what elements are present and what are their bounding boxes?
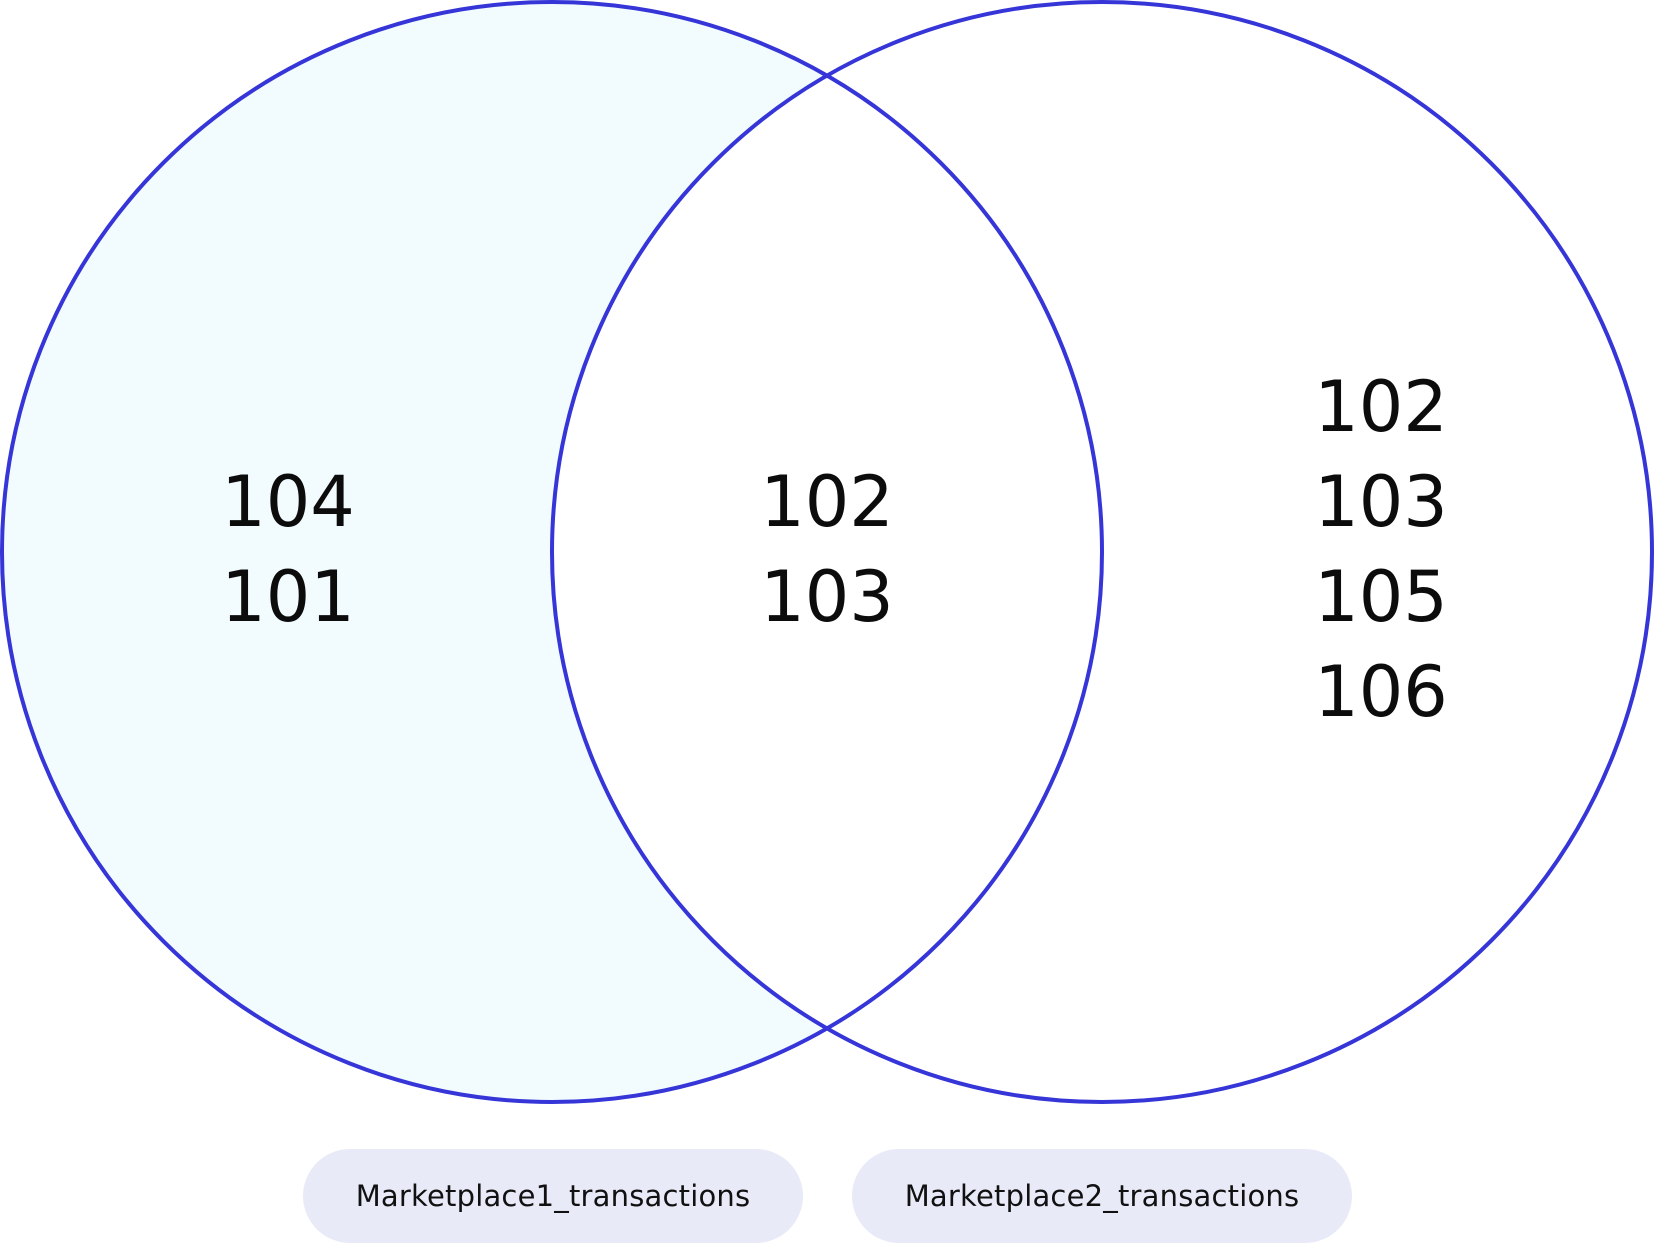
intersection-value: 102 [760, 461, 894, 543]
set-b-label: Marketplace2_transactions [852, 1149, 1352, 1243]
right-only-value: 102 [1314, 366, 1448, 448]
set-a-label-text: Marketplace1_transactions [355, 1179, 751, 1213]
left-only-value: 101 [221, 556, 355, 638]
right-only-value: 106 [1314, 651, 1448, 733]
right-only-values: 102 103 105 106 [1314, 366, 1448, 733]
left-only-value: 104 [221, 461, 355, 543]
right-only-value: 105 [1314, 556, 1448, 638]
intersection-values: 102 103 [760, 461, 894, 638]
intersection-value: 103 [760, 556, 894, 638]
set-b-circle [550, 0, 1654, 1104]
set-a-label: Marketplace1_transactions [303, 1149, 803, 1243]
set-b-label-text: Marketplace2_transactions [904, 1179, 1300, 1213]
right-only-value: 103 [1314, 461, 1448, 543]
set-a-circle [0, 0, 1104, 1104]
left-only-values: 104 101 [221, 461, 355, 638]
